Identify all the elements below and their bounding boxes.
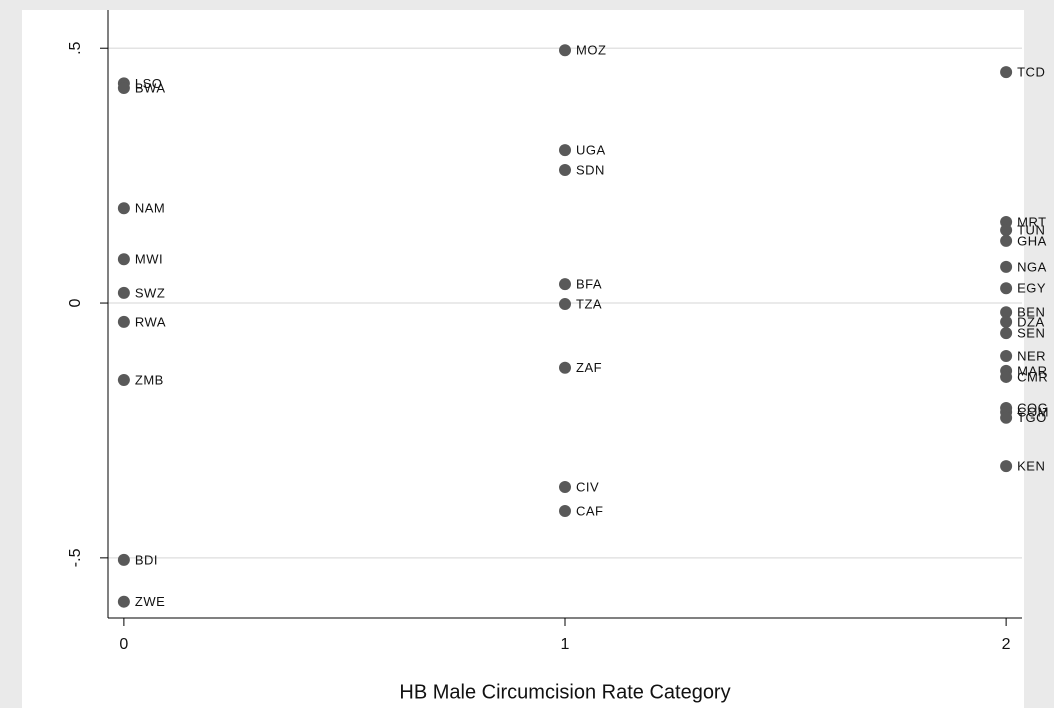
y-tick-label: .5 bbox=[67, 41, 84, 54]
point-label: COG bbox=[1017, 400, 1048, 415]
point-label: CIV bbox=[576, 479, 599, 494]
point-label: NAM bbox=[135, 201, 165, 216]
x-axis-title: HB Male Circumcision Rate Category bbox=[399, 681, 730, 703]
point bbox=[1000, 350, 1013, 363]
point-label: SDN bbox=[576, 162, 605, 177]
point-label: ZAF bbox=[576, 360, 602, 375]
point bbox=[117, 373, 130, 386]
plot-region bbox=[22, 10, 1024, 708]
point-label: GHA bbox=[1017, 233, 1047, 248]
point-label: MWI bbox=[135, 252, 163, 267]
point-label: SEN bbox=[1017, 326, 1045, 341]
point-label: TZA bbox=[576, 296, 602, 311]
point-label: SWZ bbox=[135, 285, 165, 300]
point-label: KEN bbox=[1017, 459, 1045, 474]
y-tick-label: -.5 bbox=[67, 548, 84, 567]
point bbox=[559, 164, 571, 177]
point bbox=[1000, 260, 1013, 273]
point-label: EGY bbox=[1017, 281, 1046, 296]
x-tick-label: 2 bbox=[1002, 636, 1011, 653]
point bbox=[1000, 327, 1013, 340]
point-label: DZA bbox=[1017, 314, 1044, 329]
point bbox=[1000, 411, 1013, 424]
y-tick-label: 0 bbox=[67, 298, 84, 307]
point bbox=[1000, 315, 1013, 328]
point bbox=[1000, 370, 1013, 383]
point bbox=[559, 298, 571, 311]
point-label: TUN bbox=[1017, 223, 1045, 238]
point bbox=[117, 253, 130, 266]
point-label: COM bbox=[1017, 405, 1049, 420]
point-label: BDI bbox=[135, 552, 158, 567]
point bbox=[1000, 234, 1013, 247]
point bbox=[117, 553, 130, 566]
point-label: MAR bbox=[1017, 363, 1047, 378]
point bbox=[117, 595, 130, 608]
point-label: CMR bbox=[1017, 369, 1048, 384]
point-label: MOZ bbox=[576, 43, 606, 58]
point-label: NGA bbox=[1017, 259, 1047, 274]
point-label: RWA bbox=[135, 314, 166, 329]
point-label: LSO bbox=[135, 76, 163, 91]
point bbox=[1000, 66, 1013, 79]
point bbox=[1000, 306, 1013, 319]
point-label: BFA bbox=[576, 277, 602, 292]
point bbox=[117, 315, 130, 328]
point bbox=[559, 144, 571, 157]
x-tick-label: 0 bbox=[119, 636, 128, 653]
x-tick-label: 1 bbox=[561, 636, 570, 653]
point bbox=[117, 286, 130, 299]
point bbox=[559, 44, 571, 57]
point-label: MRT bbox=[1017, 214, 1046, 229]
point-label: ZWE bbox=[135, 594, 165, 609]
point bbox=[559, 481, 571, 494]
point-label: TGO bbox=[1017, 410, 1047, 425]
point bbox=[1000, 224, 1013, 237]
point bbox=[559, 361, 571, 374]
point-label: UGA bbox=[576, 143, 606, 158]
point bbox=[559, 278, 571, 291]
point bbox=[1000, 460, 1013, 473]
point-label: BEN bbox=[1017, 305, 1045, 320]
point-label: BWA bbox=[135, 80, 166, 95]
point bbox=[117, 202, 130, 215]
point bbox=[559, 504, 571, 517]
point-label: TCD bbox=[1017, 65, 1045, 80]
point-label: ZMB bbox=[135, 372, 164, 387]
point bbox=[1000, 282, 1013, 295]
point-label: NER bbox=[1017, 348, 1046, 363]
point bbox=[117, 81, 130, 94]
point-label: CAF bbox=[576, 503, 604, 518]
